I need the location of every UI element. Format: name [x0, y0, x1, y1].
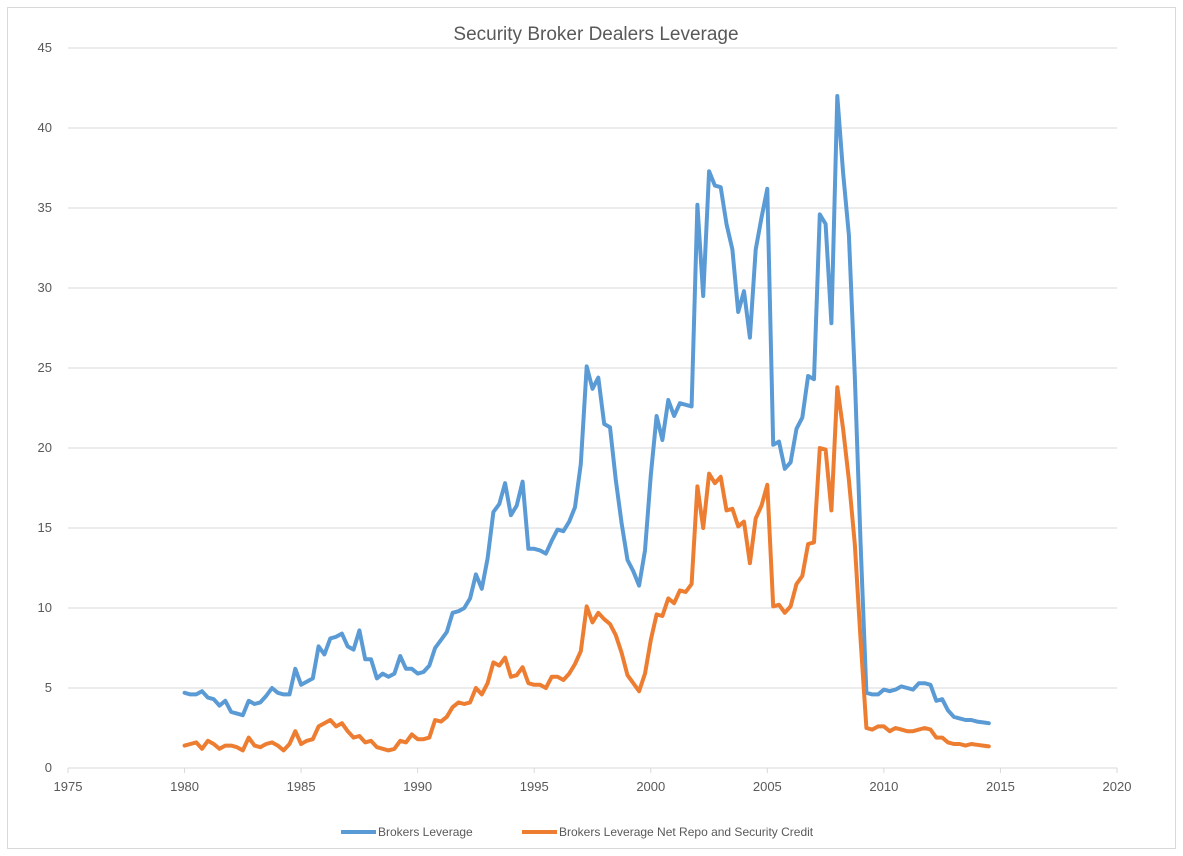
x-tick-label: 2020: [1103, 779, 1132, 794]
x-tick-label: 1975: [54, 779, 83, 794]
y-tick-label: 25: [38, 360, 52, 375]
x-tick-label: 1990: [403, 779, 432, 794]
y-tick-label: 35: [38, 200, 52, 215]
gridlines: [68, 47, 1117, 769]
x-tick-label: 2010: [869, 779, 898, 794]
y-tick-label: 10: [38, 600, 52, 615]
y-tick-label: 15: [38, 520, 52, 535]
legend-label-series-1: Brokers Leverage: [378, 825, 473, 839]
x-tick-label: 2015: [986, 779, 1015, 794]
y-tick-label: 45: [38, 40, 52, 55]
series-lines: [182, 94, 991, 753]
series-line-2: [182, 385, 991, 753]
y-axis-ticks: 0 5 10 15 20 25 30 35 40 45: [38, 40, 52, 775]
y-tick-label: 20: [38, 440, 52, 455]
chart-area: [7, 7, 1176, 849]
y-tick-label: 0: [45, 760, 52, 775]
x-tick-label: 1995: [520, 779, 549, 794]
legend-label-series-2: Brokers Leverage Net Repo and Security C…: [559, 825, 814, 839]
legend: Brokers Leverage Brokers Leverage Net Re…: [341, 825, 814, 839]
x-tick-label: 1980: [170, 779, 199, 794]
chart-title: Security Broker Dealers Leverage: [453, 24, 738, 45]
series-line-1: [182, 94, 991, 726]
x-tick-label: 2005: [753, 779, 782, 794]
y-tick-label: 40: [38, 120, 52, 135]
x-axis-ticks: 1975 1980 1985 1990 1995 2000 2005 2010 2015 2020: [54, 768, 1132, 794]
y-tick-label: 5: [45, 680, 52, 695]
y-tick-label: 30: [38, 280, 52, 295]
x-tick-label: 2000: [636, 779, 665, 794]
x-tick-label: 1985: [287, 779, 316, 794]
